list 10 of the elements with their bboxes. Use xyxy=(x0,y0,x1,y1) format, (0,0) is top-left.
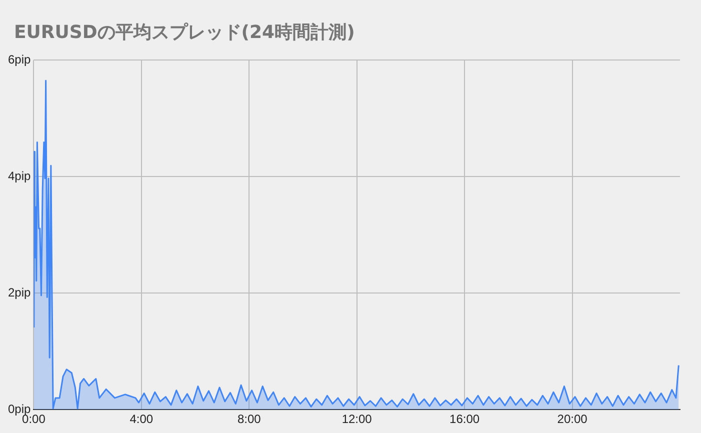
x-tick-label: 20:00 xyxy=(557,412,588,426)
y-tick-label: 6pip xyxy=(8,52,32,67)
y-tick-label: 0pip xyxy=(8,402,32,416)
x-tick-label: 4:00 xyxy=(130,412,154,426)
chart-title: EURUSDの平均スプレッド(24時間計測) xyxy=(14,21,355,44)
y-tick-label: 4pip xyxy=(8,168,32,183)
x-tick-label: 8:00 xyxy=(237,412,262,426)
x-tick-label: 16:00 xyxy=(450,412,480,426)
x-tick-label: 12:00 xyxy=(342,412,372,426)
y-tick-label: 2pip xyxy=(8,285,32,300)
